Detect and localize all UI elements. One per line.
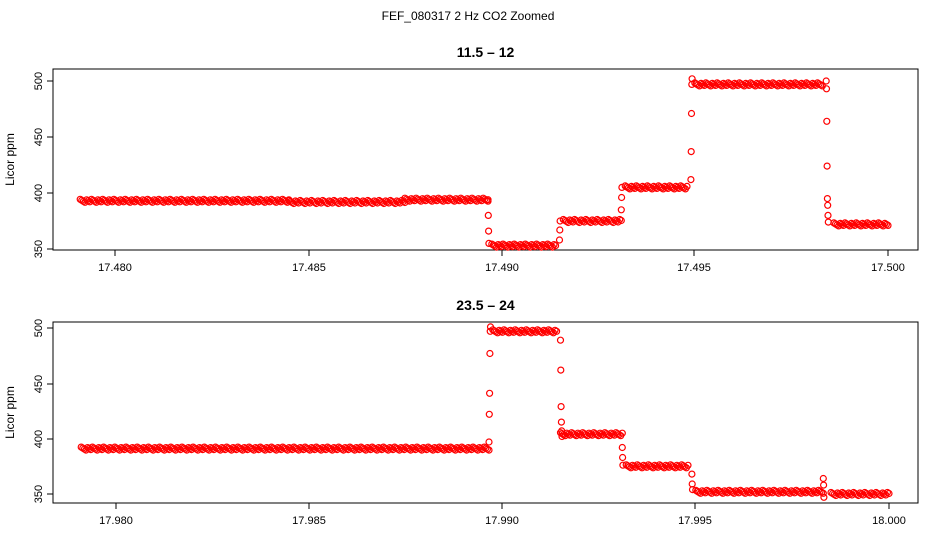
data-point — [688, 486, 697, 494]
chart-panel-1: 11.5 – 12 17.480 17.485 17.490 17.495 17.500 3… — [3, 44, 919, 274]
data-point — [823, 117, 831, 125]
data-point — [819, 474, 827, 483]
x-tick-label: 17.985 — [292, 515, 326, 527]
data-point — [617, 193, 626, 202]
x-tick-label: 17.500 — [871, 262, 905, 274]
data-point — [824, 218, 832, 226]
data-point — [687, 176, 695, 184]
data-point — [558, 432, 566, 441]
plot-frame — [52, 321, 919, 504]
data-point — [484, 211, 492, 219]
y-tick-label: 450 — [33, 128, 45, 146]
data-point — [823, 162, 831, 170]
data-points — [76, 75, 892, 251]
data-point — [486, 349, 494, 358]
y-tick-label: 350 — [33, 240, 45, 258]
data-point — [688, 470, 696, 478]
y-axis-label: Licor ppm — [3, 133, 17, 186]
data-point — [618, 429, 626, 437]
data-point — [687, 148, 695, 156]
data-point — [557, 366, 565, 374]
y-tick-label: 500 — [33, 72, 45, 90]
data-point — [486, 389, 494, 397]
data-point — [823, 195, 832, 203]
data-point — [819, 489, 827, 497]
data-point — [485, 239, 493, 247]
y-tick-label: 400 — [33, 184, 45, 202]
x-tick-label: 17.980 — [99, 515, 133, 527]
data-point — [618, 183, 626, 191]
x-tick-label: 17.995 — [678, 515, 712, 527]
x-tick-label: 18.000 — [872, 515, 906, 527]
data-point — [484, 196, 492, 204]
data-point — [556, 217, 564, 225]
panel-title: 23.5 – 24 — [456, 297, 515, 313]
chart-panel-2: 23.5 – 24 17.980 17.985 17.990 17.995 18.000 3… — [3, 297, 919, 527]
x-tick-label: 17.495 — [677, 262, 711, 274]
data-point — [485, 410, 493, 418]
y-tick-label: 350 — [33, 485, 45, 503]
data-point — [684, 461, 692, 469]
plot-frame — [52, 68, 919, 251]
data-point — [885, 489, 893, 498]
data-point — [486, 323, 495, 331]
data-point — [819, 481, 828, 489]
y-tick-label: 450 — [33, 375, 45, 393]
data-point — [551, 242, 560, 250]
y-tick-label: 400 — [33, 430, 45, 448]
x-tick-label: 17.990 — [485, 515, 519, 527]
data-point — [556, 226, 564, 234]
x-tick-label: 17.490 — [485, 262, 519, 274]
data-point — [557, 418, 566, 426]
data-point — [485, 227, 493, 235]
data-point — [486, 327, 494, 335]
data-point — [822, 85, 831, 93]
data-point — [822, 77, 830, 85]
data-point — [556, 336, 565, 344]
panel-title: 11.5 – 12 — [457, 44, 515, 60]
data-point — [824, 201, 832, 209]
data-point — [884, 221, 892, 229]
data-point — [485, 446, 493, 454]
data-point — [820, 493, 828, 501]
data-point — [617, 216, 625, 225]
data-point — [619, 461, 627, 469]
data-point — [618, 453, 627, 462]
data-point — [687, 109, 696, 118]
data-point — [555, 236, 564, 244]
data-point — [552, 327, 561, 335]
x-tick-label: 17.485 — [292, 262, 326, 274]
data-point — [683, 182, 691, 190]
data-point — [485, 438, 493, 446]
data-point — [688, 75, 696, 83]
data-point — [618, 443, 626, 452]
data-points — [77, 323, 893, 501]
y-tick-label: 500 — [33, 319, 45, 337]
data-point — [824, 211, 832, 219]
figure-title: FEF_080317 2 Hz CO2 Zoomed — [381, 9, 555, 23]
data-point — [557, 403, 565, 411]
y-axis-label: Licor ppm — [3, 386, 17, 439]
x-tick-label: 17.480 — [98, 262, 132, 274]
data-point — [617, 206, 625, 214]
